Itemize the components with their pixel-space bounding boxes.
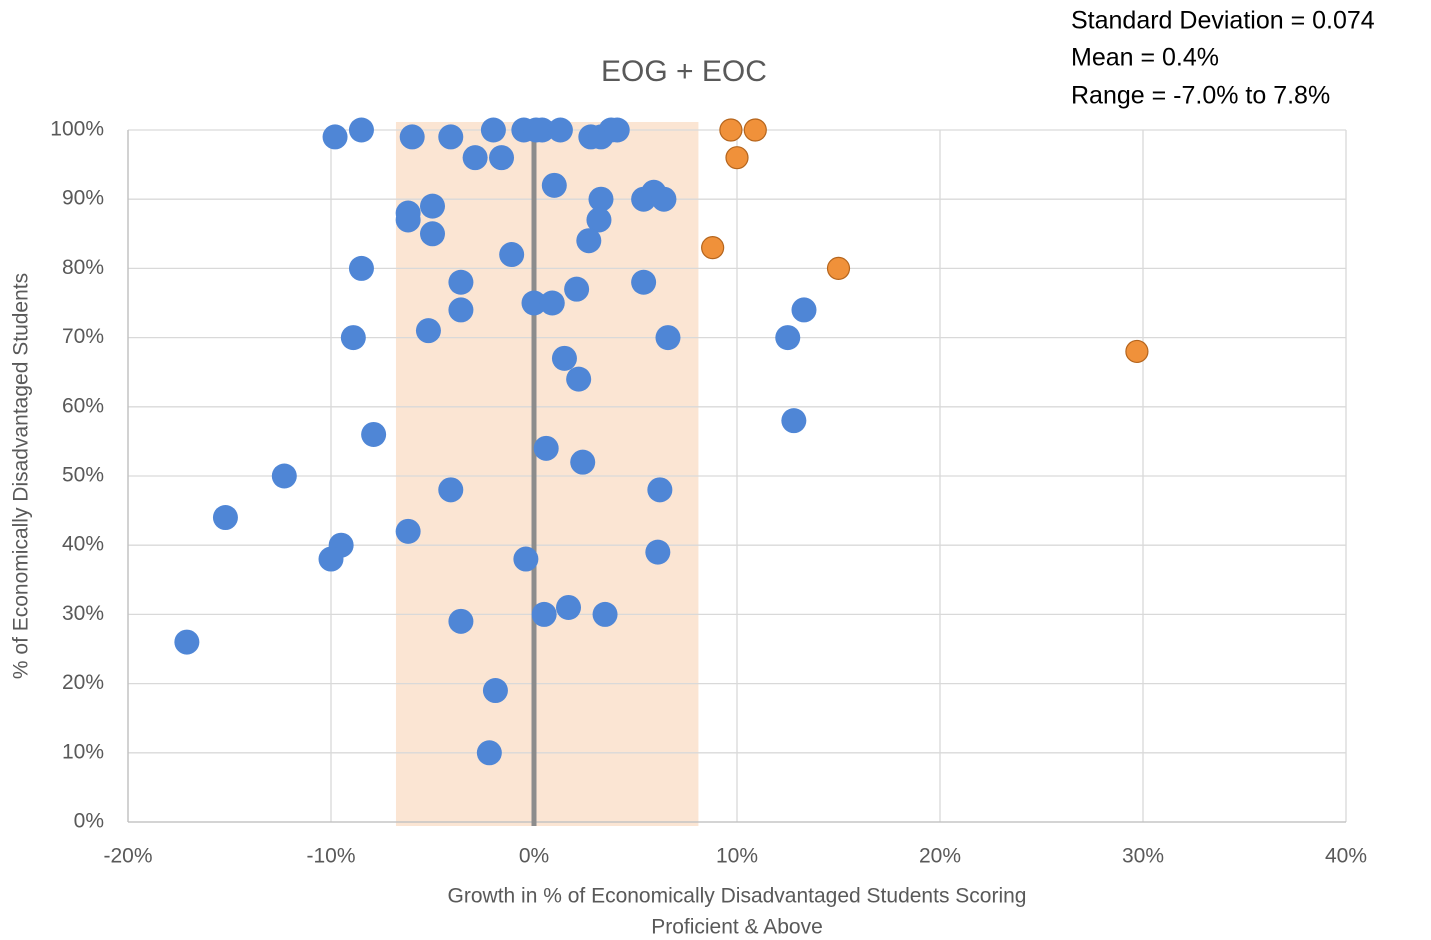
point [725,146,749,170]
point [476,740,502,766]
point [791,297,817,323]
point [212,505,238,531]
y-tick-label: 10% [62,740,104,763]
x-tick-label: 30% [1122,845,1164,868]
y-tick-label: 60% [62,394,104,417]
point [348,255,374,281]
point [499,242,525,268]
point [420,193,445,219]
point [775,325,801,351]
point [576,228,602,254]
annotation: Mean = 0.4% [1071,44,1219,72]
point [174,629,200,655]
point [395,207,421,233]
point [448,269,474,295]
point [566,366,592,392]
y-tick-label: 80% [62,256,104,279]
chart-title: EOG + EOC [601,55,767,88]
annotation: Range = -7.0% to 7.8% [1071,82,1330,110]
point [743,118,767,142]
point [438,477,464,503]
point [521,290,547,316]
point [480,117,506,143]
y-tick-label: 70% [62,325,104,348]
point [701,236,725,260]
range-band [395,122,699,826]
y-tick-label: 0% [74,810,104,833]
point [271,463,297,489]
point [438,124,464,150]
point [533,435,559,461]
point [348,117,374,143]
point [719,118,743,142]
point [604,117,630,143]
point [489,145,515,171]
annotation: Standard Deviation = 0.074 [1071,7,1375,35]
point [588,186,614,212]
point [551,345,577,371]
x-tick-label: -10% [306,845,355,868]
point [482,678,508,704]
x-tick-label: 10% [716,845,758,868]
point [513,546,539,572]
y-tick-label: 100% [50,118,104,141]
x-tick-label: 40% [1325,845,1367,868]
point [318,546,344,572]
y-tick-label: 20% [62,671,104,694]
point [322,124,348,150]
point [529,117,555,143]
point [462,145,488,171]
point [395,518,421,544]
point [647,477,673,503]
point [448,297,474,323]
y-tick-label: 50% [62,464,104,487]
point [541,172,567,198]
point [420,221,445,247]
point [564,276,590,302]
y-tick-label: 30% [62,602,104,625]
point [1125,339,1149,364]
x-axis-label: Growth in % of Economically Disadvantage… [448,885,1027,908]
point [651,186,677,212]
y-axis-label: % of Economically Disadvantaged Students [10,273,33,679]
point [826,256,851,280]
x-axis-label: Proficient & Above [651,916,823,939]
point [570,449,596,475]
point [531,601,557,627]
point [556,594,582,620]
point [586,207,612,233]
point [631,269,657,295]
point [448,608,474,634]
point [592,601,618,627]
point [781,408,807,434]
point [340,325,366,351]
point [415,318,441,344]
point [361,421,387,447]
y-tick-label: 90% [62,187,104,210]
point [539,290,565,316]
point [399,124,425,150]
x-tick-label: -20% [103,845,152,868]
point [645,539,671,565]
x-tick-label: 20% [919,845,961,868]
x-tick-label: 0% [519,845,549,868]
y-tick-label: 40% [62,533,104,556]
point [655,325,681,351]
point [547,117,573,143]
